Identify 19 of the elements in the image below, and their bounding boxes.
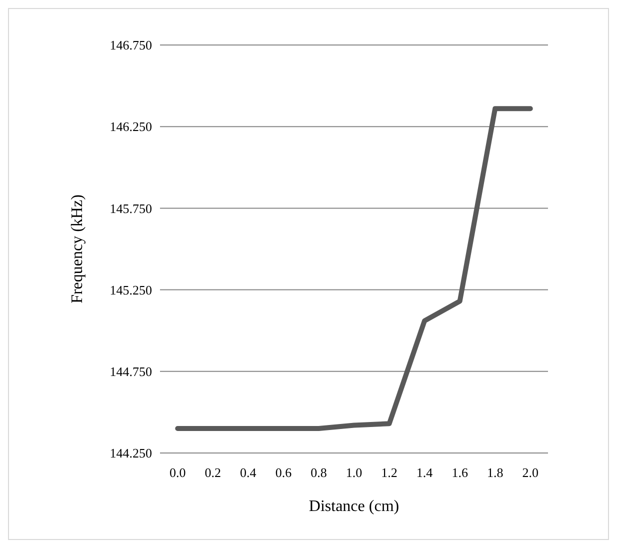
x-tick-label: 1.8	[486, 465, 504, 480]
x-tick-label: 0.0	[170, 465, 186, 480]
y-tick-label: 145.250	[110, 282, 152, 298]
y-tick-label: 144.750	[110, 364, 152, 379]
x-tick-label: 1.0	[346, 465, 362, 480]
x-tick-label: 1.4	[416, 465, 434, 480]
y-axis-title: Frequency (kHz)	[69, 194, 86, 304]
y-tick-label: 144.250	[110, 446, 152, 461]
x-tick-label: 0.4	[240, 465, 257, 480]
x-tick-label: 0.6	[275, 465, 292, 480]
x-axis-title: Distance (cm)	[308, 498, 400, 515]
x-tick-label: 2.0	[522, 465, 538, 480]
x-tick-label: 1.2	[381, 465, 398, 480]
y-tick-label: 145.750	[110, 200, 152, 216]
x-tick-label: 0.8	[310, 465, 327, 480]
y-tick-label: 146.750	[110, 38, 152, 53]
y-tick-label: 146.250	[110, 119, 152, 134]
x-tick-label: 1.6	[452, 465, 468, 480]
x-tick-label: 0.2	[204, 465, 222, 480]
